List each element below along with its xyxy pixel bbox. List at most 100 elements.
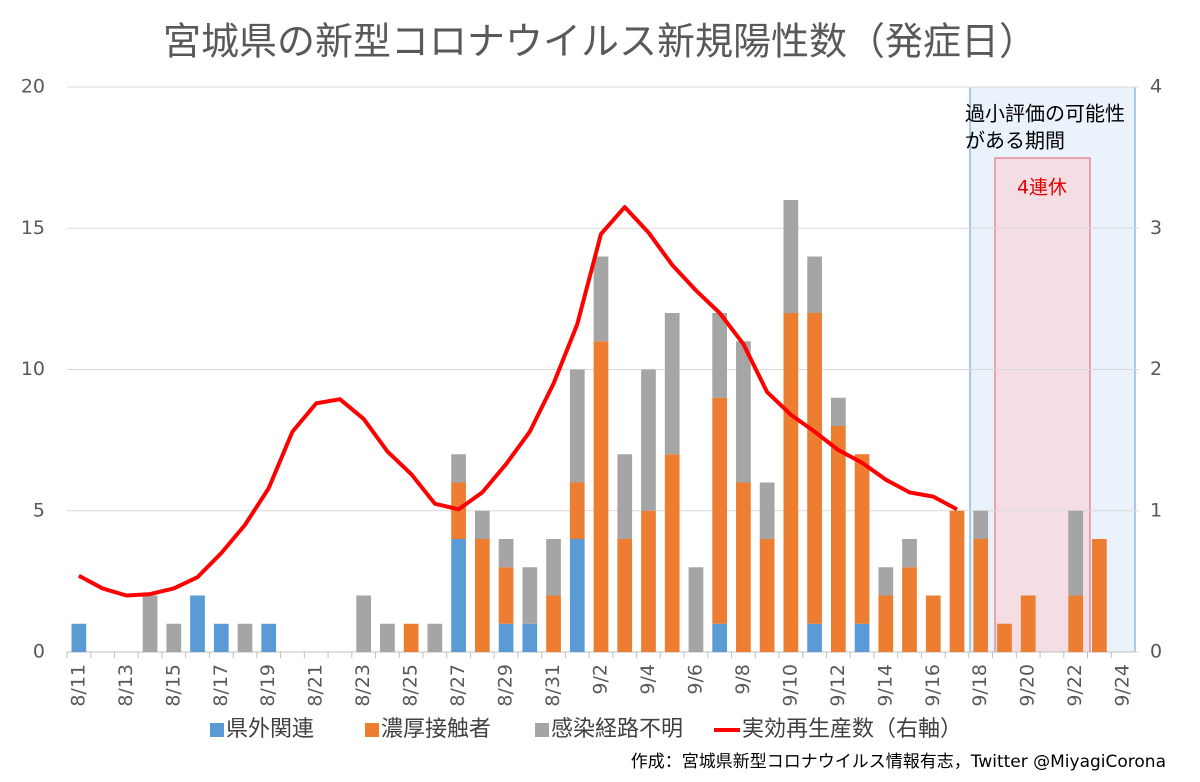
bar-segment: [546, 595, 561, 652]
x-tick-label: 8/13: [115, 664, 137, 707]
bar-segment: [783, 313, 799, 652]
legend-label: 実効再生産数（右軸）: [742, 717, 962, 742]
bar-segment: [949, 510, 965, 652]
bar-segment: [973, 539, 989, 652]
bar-segment: [759, 482, 775, 539]
x-tick-label: 9/6: [684, 664, 706, 695]
annotation: がある期間: [965, 129, 1065, 153]
bar-segment: [380, 623, 395, 652]
bar-segment: [569, 539, 585, 652]
bar-segment: [783, 200, 799, 313]
bar-segment: [498, 539, 514, 568]
bar-segment: [617, 539, 633, 652]
footer: 作成：宮城県新型コロナウイルス情報有志，Twitter @MiyagiCoron…: [631, 752, 1166, 772]
bar-segment: [759, 539, 775, 652]
x-tick-label: 8/21: [305, 664, 327, 707]
bar-segment: [451, 454, 466, 483]
y2-tick-label: 4: [1150, 76, 1162, 98]
bar-segment: [522, 567, 538, 624]
x-tick-label: 9/14: [874, 664, 896, 707]
bar-segment: [973, 510, 989, 539]
y-tick-label: 20: [21, 76, 45, 98]
bar-segment: [190, 595, 205, 652]
bar-segment: [997, 623, 1012, 652]
bar-segment: [1020, 595, 1036, 652]
bar-segment: [166, 623, 182, 652]
bar-segment: [807, 623, 822, 652]
bar-segment: [854, 623, 870, 652]
legend-marker: [210, 723, 224, 737]
bar-segment: [664, 454, 680, 652]
bar-segment: [712, 623, 728, 652]
bar-segment: [902, 539, 917, 568]
bar-segment: [878, 595, 894, 652]
bar-segment: [261, 623, 277, 652]
y2-tick-label: 3: [1150, 217, 1162, 239]
bar-segment: [71, 623, 87, 652]
x-tick-label: 9/16: [922, 664, 944, 707]
bar-segment: [688, 567, 704, 652]
x-tick-label: 8/23: [352, 664, 374, 707]
x-tick-label: 8/11: [67, 664, 89, 707]
y-tick-label: 10: [21, 358, 45, 380]
bar-segment: [854, 454, 870, 624]
bar-segment: [403, 623, 419, 652]
bar-segment: [736, 341, 751, 483]
bar-segment: [878, 567, 894, 596]
bar-segment: [1092, 539, 1107, 652]
bar-segment: [356, 595, 372, 652]
chart-title: 宮城県の新型コロナウイルス新規陽性数（発症日）: [163, 20, 1037, 64]
bar-segment: [617, 454, 633, 539]
x-tick-label: 9/18: [969, 664, 991, 707]
bar-segment: [593, 256, 609, 342]
line-series: [77, 205, 958, 598]
bar-segment: [712, 313, 728, 398]
bar-segment: [641, 510, 656, 652]
bar-segment: [569, 369, 585, 483]
y2-tick-label: 1: [1150, 499, 1162, 521]
bar-segment: [213, 623, 229, 652]
x-tick-label: 9/12: [827, 664, 849, 707]
legend-label: 県外関連: [226, 717, 314, 742]
annotation: 4連休: [1017, 177, 1067, 199]
legend-marker: [535, 723, 549, 737]
bar-segment: [1068, 510, 1084, 596]
bar-segment: [1068, 595, 1084, 652]
bar-segment: [522, 623, 538, 652]
bar-segment: [142, 595, 158, 652]
y-tick-label: 0: [33, 641, 45, 663]
x-tick-label: 8/15: [162, 664, 184, 707]
bar-segment: [427, 623, 443, 652]
x-tick-label: 9/2: [590, 664, 612, 695]
legend-marker: [365, 723, 379, 737]
bar-segment: [593, 341, 609, 652]
bar-segment: [569, 482, 585, 539]
y2-tick-label: 2: [1150, 358, 1162, 380]
bar-segment: [712, 397, 728, 624]
x-tick-label: 8/29: [495, 664, 517, 707]
x-tick-label: 8/31: [542, 664, 564, 707]
x-tick-label: 8/19: [257, 664, 279, 707]
bar-segment: [830, 397, 846, 426]
annotation: 過小評価の可能性: [965, 102, 1125, 126]
bar-segment: [925, 595, 941, 652]
legend-label: 感染経路不明: [551, 717, 683, 742]
bar-segment: [641, 369, 656, 511]
bar-segment: [451, 539, 466, 652]
bar-segment: [474, 510, 490, 539]
x-tick-label: 8/25: [400, 664, 422, 707]
x-tick-label: 8/17: [210, 664, 232, 707]
bar-segment: [474, 539, 490, 652]
y2-tick-label: 0: [1150, 641, 1162, 663]
bar-segment: [498, 623, 514, 652]
bar-segment: [664, 313, 680, 455]
x-tick-label: 9/22: [1064, 664, 1086, 707]
bar-segment: [498, 567, 514, 624]
x-tick-label: 9/4: [637, 664, 659, 695]
bar-segment: [736, 482, 751, 652]
x-tick-label: 9/10: [779, 664, 801, 707]
bar-segment: [830, 426, 846, 652]
y-tick-label: 5: [33, 499, 45, 521]
x-tick-label: 9/8: [732, 664, 754, 695]
